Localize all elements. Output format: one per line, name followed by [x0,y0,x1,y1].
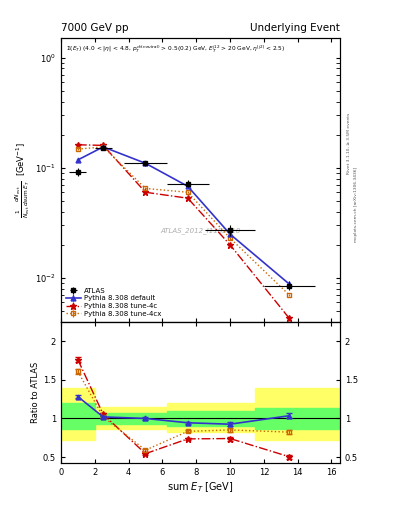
Text: Rivet 3.1.10, ≥ 3.5M events: Rivet 3.1.10, ≥ 3.5M events [347,113,351,174]
X-axis label: sum $E_T$ [GeV]: sum $E_T$ [GeV] [167,480,234,494]
Text: 7000 GeV pp: 7000 GeV pp [61,23,129,33]
Text: $\Sigma(E_T)$ (4.0 < |$\eta$| < 4.8, $p^{ch(neutral)}_T$ > 0.5(0.2) GeV, $E_T^{j: $\Sigma(E_T)$ (4.0 < |$\eta$| < 4.8, $p^… [66,42,286,54]
Y-axis label: Ratio to ATLAS: Ratio to ATLAS [31,362,40,423]
Text: Underlying Event: Underlying Event [250,23,340,33]
Legend: ATLAS, Pythia 8.308 default, Pythia 8.308 tune-4c, Pythia 8.308 tune-4cx: ATLAS, Pythia 8.308 default, Pythia 8.30… [64,286,163,318]
Text: mcplots.cern.ch [arXiv:1306.3436]: mcplots.cern.ch [arXiv:1306.3436] [354,167,358,242]
Text: ATLAS_2012_I1183818: ATLAS_2012_I1183818 [160,228,241,234]
Y-axis label: $\frac{1}{N_\mathrm{evt}}\frac{dN_\mathrm{evt}}{d\mathrm{sum}\,E_T}$  [GeV$^{-1}: $\frac{1}{N_\mathrm{evt}}\frac{dN_\mathr… [14,142,33,218]
